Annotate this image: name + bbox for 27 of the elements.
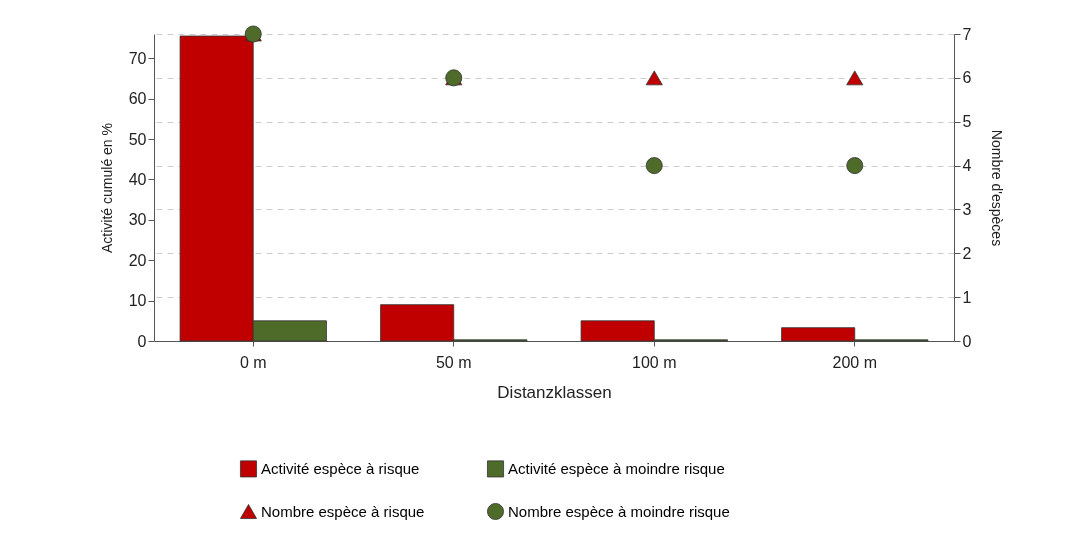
y2-tick-label: 0 xyxy=(962,332,972,350)
y2-tick-label: 2 xyxy=(962,244,972,262)
y2-tick-label: 1 xyxy=(962,288,972,306)
x-tick-label: 0 m xyxy=(239,353,267,371)
x-axis-title: Distanzklassen xyxy=(497,382,612,402)
y-tick-label: 40 xyxy=(128,170,147,188)
y-axis-title: Activité cumulé en % xyxy=(98,123,115,253)
y2-tick-label: 6 xyxy=(962,69,972,87)
legend-label: Nombre espèce à moindre risque xyxy=(508,502,730,520)
y-tick-label: 30 xyxy=(128,211,147,229)
y2-tick-label: 5 xyxy=(962,113,972,131)
y-tick-label: 10 xyxy=(128,292,147,310)
x-tick-label: 100 m xyxy=(632,353,677,371)
y2-axis-title: Nombre d'espèces xyxy=(989,129,1006,247)
y2-tick-label: 4 xyxy=(962,157,972,175)
legend-label: Nombre espèce à risque xyxy=(261,502,425,520)
legend-label: Activité espèce à moindre risque xyxy=(508,459,725,477)
legend-label: Activité espèce à risque xyxy=(261,459,420,477)
y2-tick-label: 7 xyxy=(962,25,972,43)
y-tick-label: 20 xyxy=(128,251,147,269)
x-tick-label: 200 m xyxy=(832,353,877,371)
x-tick-label: 50 m xyxy=(435,353,472,371)
y-tick-label: 60 xyxy=(128,90,147,108)
y-tick-label: 70 xyxy=(128,49,147,67)
y2-tick-label: 3 xyxy=(962,200,972,218)
y-tick-label: 50 xyxy=(128,130,147,148)
y-tick-label: 0 xyxy=(137,332,147,350)
